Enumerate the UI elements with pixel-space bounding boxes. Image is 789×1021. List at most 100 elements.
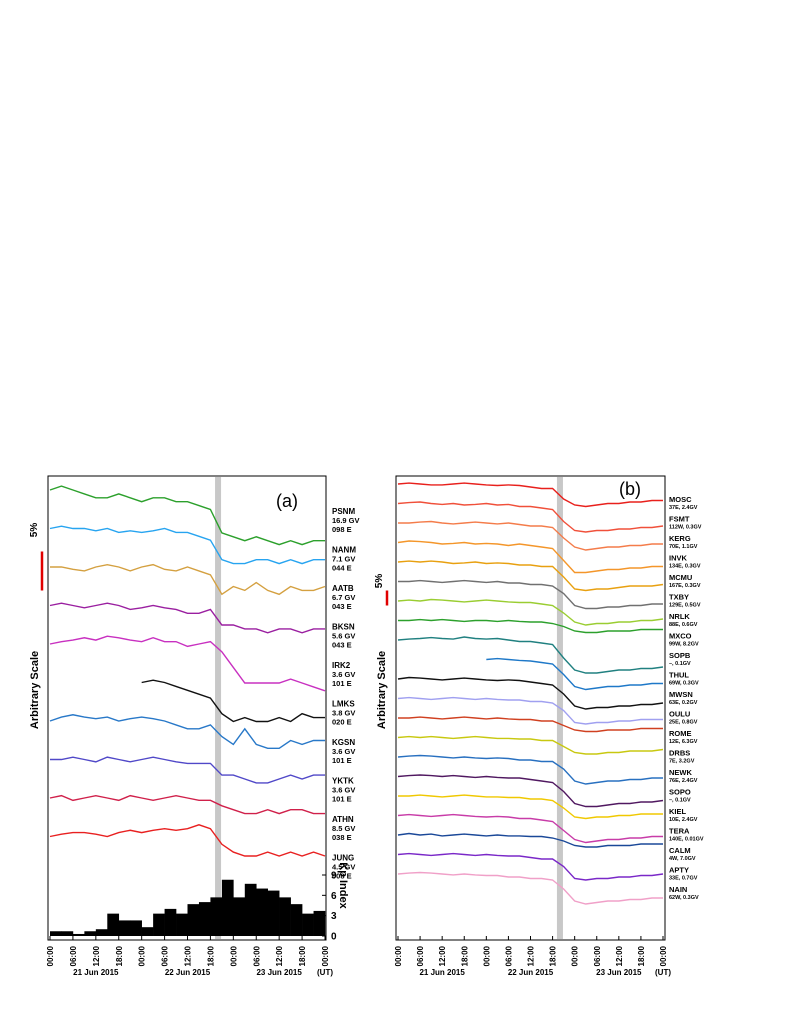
trace <box>49 714 325 749</box>
station-info: 4.5 GV <box>332 863 355 872</box>
station-info: 043 E <box>332 602 352 611</box>
x-tick-label: 00:00 <box>321 945 330 966</box>
trace <box>397 696 663 725</box>
trace <box>398 716 663 733</box>
x-tick-label: 12:00 <box>275 945 284 966</box>
x-tick-label: 00:00 <box>229 945 238 966</box>
station-info: 7E, 3.2GV <box>669 759 695 765</box>
station-name: KGSN <box>332 738 355 747</box>
station-name: MCMU <box>669 573 692 582</box>
station-name: YKTK <box>332 777 354 786</box>
station-info: 88E, 0.6GV <box>669 622 698 628</box>
kp-bar <box>61 931 74 936</box>
date-label: 22 Jun 2015 <box>508 968 554 977</box>
kp-bar <box>141 927 154 936</box>
y-tick-label: 3 <box>331 911 337 922</box>
station-info: 5.6 GV <box>332 632 355 641</box>
trace <box>397 754 663 785</box>
kp-bar <box>279 897 291 936</box>
station-name: TERA <box>669 827 690 836</box>
y-tick-label: 9 <box>331 871 337 882</box>
station-info: 101 E <box>332 795 352 804</box>
station-name: MOSC <box>669 495 692 504</box>
station-name: AATB <box>332 584 354 593</box>
station-info: 37E, 2.4GV <box>669 505 698 511</box>
trace <box>398 618 663 634</box>
kp-bar <box>95 929 108 936</box>
y-axis-label: Arbitrary Scale <box>29 651 41 729</box>
x-unit: (UT) <box>655 968 671 977</box>
panel-label: (a) <box>276 491 298 511</box>
station-info: 7.1 GV <box>332 555 355 564</box>
station-info: 3.6 GV <box>332 786 355 795</box>
trace <box>50 563 326 596</box>
trace <box>397 598 664 626</box>
station-name: DRBS <box>669 749 690 758</box>
station-info: 8.5 GV <box>332 824 355 833</box>
date-label: 23 Jun 2015 <box>596 968 642 977</box>
x-tick-label: 18:00 <box>549 945 558 966</box>
station-name: KERG <box>669 534 691 543</box>
station-name: MWSN <box>669 690 693 699</box>
trace <box>49 635 326 692</box>
kp-bar <box>118 920 131 936</box>
station-name: ROME <box>669 729 692 738</box>
station-info: 12E, 6.3GV <box>669 739 698 745</box>
station-info: 4W, 7.0GV <box>669 856 696 862</box>
x-tick-label: 18:00 <box>206 945 215 966</box>
kp-bar <box>164 908 177 936</box>
trace <box>397 482 663 508</box>
x-tick-label: 12:00 <box>92 945 101 966</box>
trace <box>49 525 325 565</box>
x-tick-label: 18:00 <box>298 945 307 966</box>
y-tick-label: 0 <box>331 932 337 943</box>
x-tick-label: 12:00 <box>615 945 624 966</box>
x-tick-label: 00:00 <box>482 945 491 966</box>
station-info: 16.9 GV <box>332 516 360 525</box>
kp-bar <box>233 897 246 936</box>
panel-a-frame <box>47 475 327 941</box>
kp-bar <box>256 888 269 936</box>
kp-bar <box>267 890 280 936</box>
station-name: JUNG <box>332 854 354 863</box>
kp-bar <box>221 879 234 936</box>
station-name: BKSN <box>332 623 355 632</box>
station-name: APTY <box>669 866 689 875</box>
kp-bar <box>107 913 120 936</box>
x-tick-label: 18:00 <box>637 945 646 966</box>
station-info: 63E, 0.2GV <box>669 700 698 706</box>
y-axis-label: Arbitrary Scale <box>376 651 388 729</box>
station-name: NANM <box>332 546 356 555</box>
trace <box>49 602 325 634</box>
station-name: NAIN <box>669 885 687 894</box>
station-info: 043 E <box>332 641 352 650</box>
x-tick-label: 12:00 <box>184 945 193 966</box>
trace <box>49 485 325 546</box>
trace <box>397 871 663 905</box>
kp-axis-label: Kp Index <box>337 862 349 909</box>
kp-bar <box>210 897 223 936</box>
x-tick-label: 12:00 <box>527 945 536 966</box>
station-info: –, 0.1GV <box>669 661 691 667</box>
x-unit: (UT) <box>317 968 333 977</box>
kp-bar <box>187 904 200 936</box>
station-info: 044 E <box>332 564 352 573</box>
station-info: 101 E <box>332 756 352 765</box>
x-tick-label: 06:00 <box>252 945 261 966</box>
date-label: 21 Jun 2015 <box>73 968 119 977</box>
station-info: 3.6 GV <box>332 670 355 679</box>
x-tick-label: 00:00 <box>659 945 668 966</box>
trace <box>397 501 664 533</box>
station-info: 020 E <box>332 718 352 727</box>
station-name: SOPB <box>669 651 691 660</box>
x-tick-label: 12:00 <box>438 945 447 966</box>
trace <box>398 520 663 551</box>
station-info: 6.7 GV <box>332 593 355 602</box>
kp-bar <box>176 913 188 936</box>
station-info: 10E, 2.4GV <box>669 817 698 823</box>
station-info: 76E, 2.4GV <box>669 778 698 784</box>
kp-bar <box>72 933 85 936</box>
kp-bar <box>153 913 165 936</box>
